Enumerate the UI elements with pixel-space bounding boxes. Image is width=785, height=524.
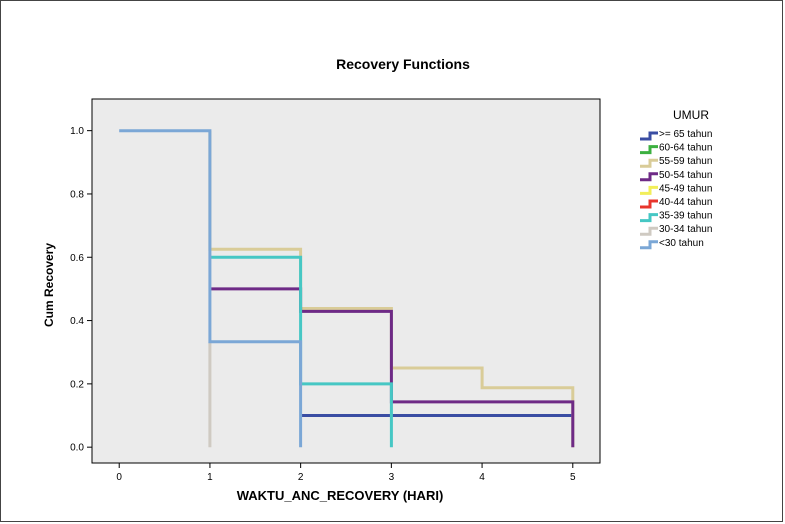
legend-swatch-8: [640, 240, 658, 250]
x-axis-label: WAKTU_ANC_RECOVERY (HARI): [237, 488, 444, 503]
y-tick-label: 0.8: [70, 189, 84, 200]
legend-swatch-6: [640, 213, 658, 223]
y-tick-label: 0.0: [70, 443, 84, 454]
series-layer: [119, 129, 575, 448]
legend-swatch-1: [640, 145, 658, 155]
y-tick-label: 0.6: [70, 253, 84, 264]
chart-title: Recovery Functions: [336, 56, 470, 72]
x-tick-label: 4: [479, 472, 485, 483]
legend-swatch-0: [640, 131, 658, 141]
legend-label-8: <30 tahun: [659, 238, 704, 249]
y-tick-label: 1.0: [70, 126, 84, 137]
x-tick-label: 0: [116, 472, 122, 483]
legend-label-0: >= 65 tahun: [659, 129, 712, 140]
legend-swatch-4: [640, 185, 658, 195]
legend-swatch-3: [640, 172, 658, 182]
x-tick-label: 5: [570, 472, 576, 483]
y-axis-label: Cum Recovery: [42, 243, 56, 327]
legend-title: UMUR: [673, 108, 709, 122]
y-tick-label: 0.4: [70, 316, 84, 327]
legend-label-5: 40-44 tahun: [659, 197, 712, 208]
legend-label-6: 35-39 tahun: [659, 211, 712, 222]
legend-swatch-5: [640, 199, 658, 209]
legend: >= 65 tahun 60-64 tahun 55-59 tahun 50-54 t…: [640, 129, 712, 250]
legend-label-7: 30-34 tahun: [659, 224, 712, 235]
x-tick-label: 1: [207, 472, 213, 483]
y-axis: 0.0 0.2 0.4 0.6 0.8 1.0: [70, 126, 92, 454]
x-axis: 0 1 2 3 4 5: [116, 463, 576, 483]
legend-swatch-2: [640, 158, 658, 168]
legend-label-1: 60-64 tahun: [659, 143, 712, 154]
legend-swatch-7: [640, 226, 658, 236]
legend-label-4: 45-49 tahun: [659, 183, 712, 194]
legend-label-2: 55-59 tahun: [659, 156, 712, 167]
x-tick-label: 3: [389, 472, 395, 483]
plot-area: [91, 98, 601, 464]
x-tick-label: 2: [298, 472, 304, 483]
y-tick-label: 0.2: [70, 379, 84, 390]
series-line-8: [119, 129, 303, 448]
legend-label-3: 50-54 tahun: [659, 170, 712, 181]
